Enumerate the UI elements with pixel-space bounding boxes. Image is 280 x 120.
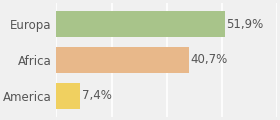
- Bar: [56, 11, 225, 37]
- Text: 51,9%: 51,9%: [227, 18, 264, 31]
- Text: 7,4%: 7,4%: [82, 89, 112, 102]
- Bar: [56, 83, 80, 109]
- Text: 40,7%: 40,7%: [190, 54, 227, 66]
- Bar: [56, 47, 188, 73]
